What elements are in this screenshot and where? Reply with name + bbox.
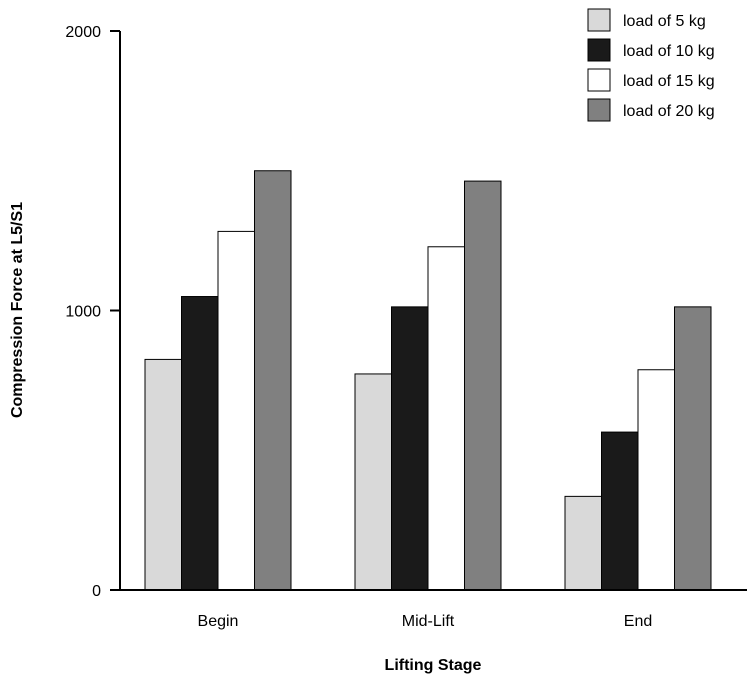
legend-label: load of 10 kg [623,43,715,60]
bar-end-series-3 [637,369,675,591]
legend-label: load of 5 kg [623,13,706,30]
legend-swatch [587,38,611,62]
legend: load of 5 kg load of 10 kg load of 15 kg lo… [587,8,715,122]
bar-mid-lift-series-2 [391,306,429,591]
bar-begin-series-2 [181,296,219,591]
x-tick-labels-group: Begin Mid-Lift End [198,613,653,630]
bar-end-series-2 [601,431,639,591]
bars-group [144,170,712,591]
y-tick-label: 1000 [65,304,101,321]
x-tick-label: Mid-Lift [402,613,455,630]
legend-label: load of 20 kg [623,103,715,120]
bar-begin-series-4 [254,170,292,591]
legend-swatch [587,8,611,32]
legend-label: load of 15 kg [623,73,715,90]
y-ticks-group: 0 1000 2000 [65,24,120,600]
bar-mid-lift-series-1 [354,373,392,591]
y-axis-title: Compression Force at L5/S1 [9,202,26,418]
bar-mid-lift-series-4 [464,180,502,591]
bar-mid-lift-series-3 [427,246,465,591]
x-tick-label: Begin [198,613,239,630]
y-tick-label: 0 [92,583,101,600]
bar-begin-series-3 [217,230,255,591]
legend-swatch [587,98,611,122]
bar-end-series-1 [564,495,602,591]
bar-begin-series-1 [144,358,182,591]
x-tick-label: End [624,613,652,630]
x-axis-title: Lifting Stage [385,657,482,674]
y-tick-label: 2000 [65,24,101,41]
legend-swatch [587,68,611,92]
bar-end-series-4 [674,306,712,591]
